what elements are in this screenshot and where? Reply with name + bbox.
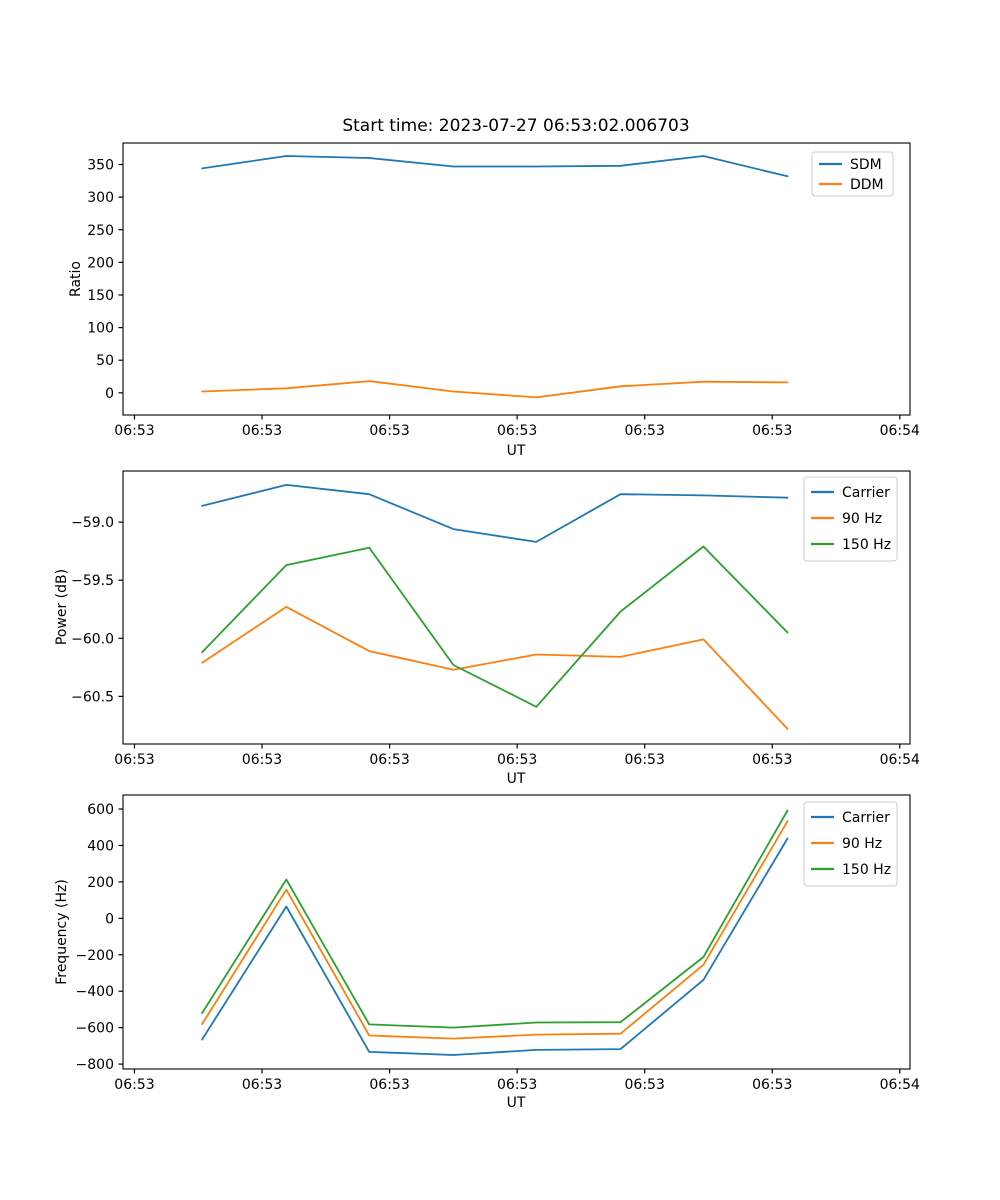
y-tick-label: 200 bbox=[87, 875, 114, 891]
x-tick-label: 06:53 bbox=[242, 752, 282, 768]
x-tick-label: 06:53 bbox=[369, 752, 409, 768]
y-tick-label: 250 bbox=[87, 223, 114, 239]
legend-label-carrier: Carrier bbox=[842, 810, 890, 826]
legend-label-sdm: SDM bbox=[850, 157, 882, 173]
y-tick-label: −60.5 bbox=[71, 689, 114, 705]
series-line-150-hz bbox=[201, 809, 789, 1029]
axes-spines bbox=[122, 142, 911, 416]
frequency-plot: 06:53 06:53 06:53 06:53 06:53 06:53 06:54 600 40… bbox=[76, 794, 920, 1093]
legend-power-plot: Carrier 90 Hz 150 Hz bbox=[803, 476, 898, 562]
y-tick-label: −59.5 bbox=[71, 573, 114, 589]
ylabel-power: Power (dB) bbox=[54, 568, 70, 646]
legend-box bbox=[803, 801, 898, 887]
legend-frequency-plot: Carrier 90 Hz 150 Hz bbox=[803, 801, 898, 887]
x-tick-label: 06:53 bbox=[497, 752, 537, 768]
x-tick-label: 06:54 bbox=[880, 1077, 920, 1093]
y-tick-label: −400 bbox=[76, 984, 114, 1000]
x-tick-label: 06:54 bbox=[880, 423, 920, 439]
y-tick-label: 350 bbox=[87, 158, 114, 174]
y-tick-label: 150 bbox=[87, 288, 114, 304]
ylabel-ratio: Ratio bbox=[68, 261, 84, 297]
x-tick-label: 06:53 bbox=[114, 423, 154, 439]
legend-label-150-hz: 150 Hz bbox=[842, 537, 891, 553]
legend-label-150-hz: 150 Hz bbox=[842, 862, 891, 878]
series-line-carrier bbox=[201, 483, 789, 543]
x-tick-label: 06:53 bbox=[625, 752, 665, 768]
xlabel-ut-top: UT bbox=[506, 443, 526, 459]
y-tick-label: −600 bbox=[76, 1021, 114, 1037]
series-line-150-hz bbox=[201, 545, 789, 708]
x-tick-label: 06:54 bbox=[880, 752, 920, 768]
x-tick-label: 06:53 bbox=[625, 1077, 665, 1093]
x-tick-label: 06:53 bbox=[242, 423, 282, 439]
xlabel-ut-bottom: UT bbox=[506, 1095, 526, 1111]
axes-spines bbox=[122, 794, 911, 1070]
x-tick-label: 06:53 bbox=[114, 752, 154, 768]
y-tick-label: 0 bbox=[105, 386, 114, 402]
legend-label-ddm: DDM bbox=[850, 177, 884, 193]
x-tick-label: 06:53 bbox=[497, 423, 537, 439]
x-tick-label: 06:53 bbox=[752, 423, 792, 439]
ylabel-frequency: Frequency (Hz) bbox=[54, 879, 70, 985]
x-tick-label: 06:53 bbox=[369, 1077, 409, 1093]
x-tick-label: 06:53 bbox=[114, 1077, 154, 1093]
series-line-ddm bbox=[201, 380, 789, 399]
power-plot: 06:53 06:53 06:53 06:53 06:53 06:53 06:54 −59.0… bbox=[71, 470, 920, 768]
y-tick-label: 100 bbox=[87, 321, 114, 337]
x-tick-label: 06:53 bbox=[752, 1077, 792, 1093]
figure-title: Start time: 2023-07-27 06:53:02.006703 bbox=[342, 116, 690, 136]
xlabel-ut-middle: UT bbox=[506, 771, 526, 787]
y-tick-label: 400 bbox=[87, 838, 114, 854]
x-tick-label: 06:53 bbox=[625, 423, 665, 439]
y-tick-label: 200 bbox=[87, 255, 114, 271]
axes-spines bbox=[122, 470, 911, 745]
y-tick-label: 300 bbox=[87, 190, 114, 206]
y-tick-label: 50 bbox=[96, 353, 114, 369]
x-tick-label: 06:53 bbox=[369, 423, 409, 439]
legend-box bbox=[803, 476, 898, 562]
y-tick-label: −59.0 bbox=[71, 515, 114, 531]
ratio-plot: 06:53 06:53 06:53 06:53 06:53 06:53 06:54 0 50 10… bbox=[87, 142, 920, 439]
y-tick-label: −60.0 bbox=[71, 631, 114, 647]
legend-label-carrier: Carrier bbox=[842, 485, 890, 501]
x-tick-label: 06:53 bbox=[242, 1077, 282, 1093]
y-tick-label: −800 bbox=[76, 1057, 114, 1073]
series-line-90-hz bbox=[201, 606, 789, 730]
legend-label-90-hz: 90 Hz bbox=[842, 836, 882, 852]
series-line-sdm bbox=[201, 155, 789, 178]
x-tick-label: 06:53 bbox=[497, 1077, 537, 1093]
y-tick-label: 0 bbox=[105, 911, 114, 927]
series-line-90-hz bbox=[201, 820, 789, 1040]
x-tick-label: 06:53 bbox=[752, 752, 792, 768]
legend-label-90-hz: 90 Hz bbox=[842, 511, 882, 527]
series-line-carrier bbox=[201, 837, 789, 1056]
y-tick-label: −200 bbox=[76, 948, 114, 964]
legend-ratio-plot: SDM DDM bbox=[811, 151, 894, 197]
y-tick-label: 600 bbox=[87, 802, 114, 818]
